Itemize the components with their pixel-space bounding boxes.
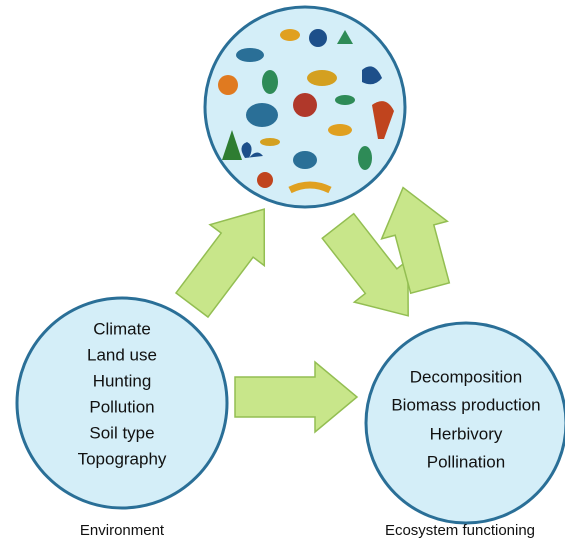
ecosystem-item: Biomass production (391, 395, 540, 414)
organisms (218, 29, 394, 194)
ecosystem-item: Decomposition (410, 367, 522, 386)
ecosystem-label: Ecosystem functioning (385, 522, 535, 539)
ecosystem-item: Herbivory (430, 424, 503, 443)
environment-item: Topography (78, 449, 167, 468)
arrow (321, 212, 409, 317)
environment-item: Pollution (89, 397, 154, 416)
environment-item: Climate (93, 319, 151, 338)
ecosystem-item: Pollination (427, 452, 505, 471)
arrow (174, 208, 266, 319)
environment-item: Land use (87, 345, 157, 364)
environment-circle (15, 296, 229, 510)
environment-item: Hunting (93, 371, 152, 390)
environment-item: Soil type (89, 423, 154, 442)
arrow (234, 360, 359, 434)
arrow (380, 186, 451, 295)
ecosystem-circle (364, 321, 565, 525)
environment-label: Environment (80, 522, 165, 539)
